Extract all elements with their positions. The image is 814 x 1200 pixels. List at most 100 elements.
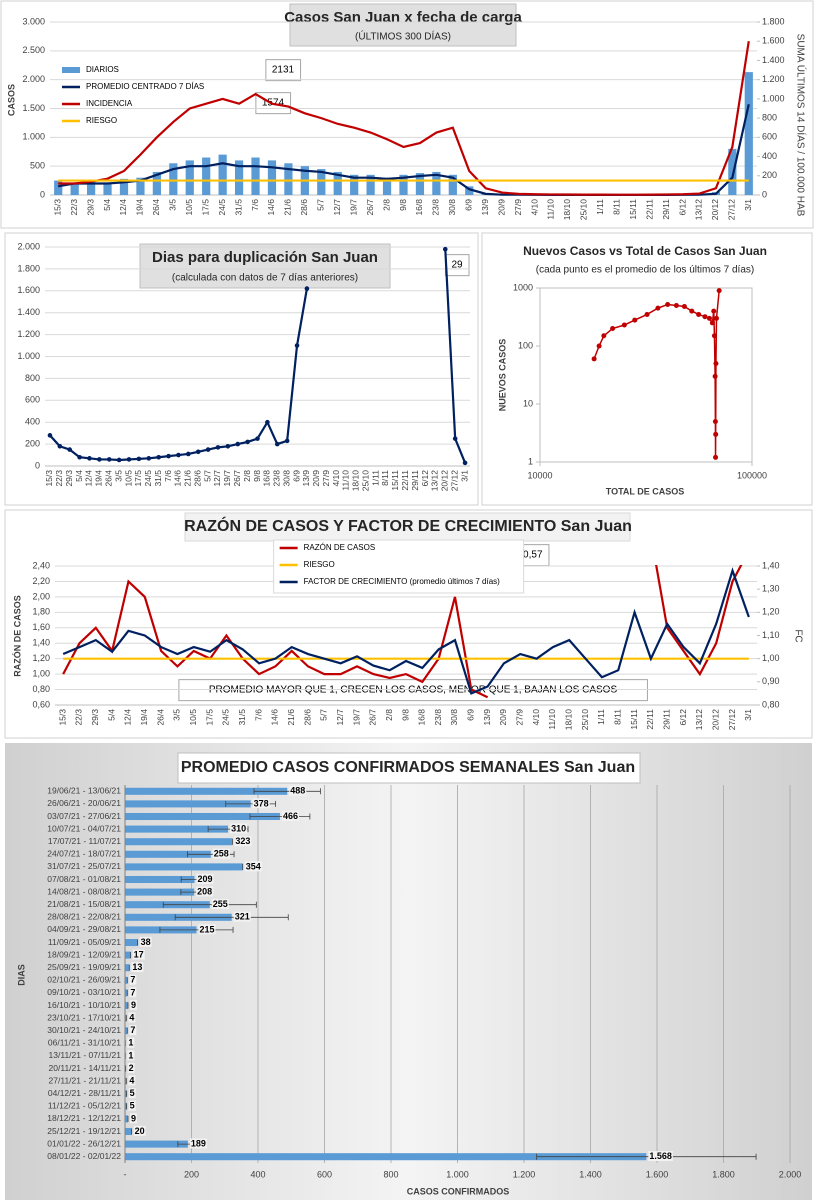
point xyxy=(215,445,221,450)
y2-axis-label: FC xyxy=(792,629,803,642)
y2-tick-label: 1,10 xyxy=(762,630,780,640)
y-tick-label: 100 xyxy=(518,340,533,350)
y-tick-label: 17/07/21 - 11/07/21 xyxy=(48,836,121,846)
bar xyxy=(728,148,737,195)
point xyxy=(97,457,102,462)
point xyxy=(166,453,171,459)
point xyxy=(462,460,468,466)
legend-label: RAZÓN DE CASOS xyxy=(304,543,376,552)
error-bar xyxy=(536,1153,757,1160)
chart: Dias para duplicación San Juan (calculada… xyxy=(17,241,470,491)
y-tick-label: 2.000 xyxy=(22,74,45,84)
y-tick-label: 07/08/21 - 01/08/21 xyxy=(47,874,121,884)
data-label-bg xyxy=(198,924,216,935)
x-tick-label: 18/10 xyxy=(564,709,574,731)
bar xyxy=(284,163,293,195)
x-tick-label: 13/12 xyxy=(694,199,704,221)
data-label-bg xyxy=(244,861,262,872)
error-bar xyxy=(249,813,311,820)
x-tick-label: 1/11 xyxy=(370,470,380,486)
y-axis-label: NUEVOS CASOS xyxy=(497,339,507,412)
x-tick-label: 28/6 xyxy=(299,199,309,216)
legend-box xyxy=(273,539,525,594)
bar xyxy=(125,1127,132,1136)
y-tick-label: 11/09/21 - 05/09/21 xyxy=(48,937,121,947)
y-tick-label: 1.000 xyxy=(17,351,40,361)
x-tick-label: 12/7 xyxy=(335,709,345,726)
y2-tick-label: 1,30 xyxy=(762,584,780,594)
point xyxy=(67,447,73,452)
data-label-bg xyxy=(127,1037,135,1048)
x-tick-label: 26/7 xyxy=(368,709,378,726)
x-tick-label: 22/3 xyxy=(54,470,64,487)
point xyxy=(713,360,719,366)
x-tick-label: 27/12 xyxy=(449,470,459,492)
x-tick-label: 3/1 xyxy=(459,470,469,482)
x-tick-label: 12/7 xyxy=(212,470,222,487)
data-label-bg xyxy=(233,911,251,922)
bar xyxy=(125,825,229,833)
data-label: 378 xyxy=(254,798,269,808)
x-tick-label: 14/6 xyxy=(173,470,183,487)
x-tick-label: 6/12 xyxy=(678,709,688,726)
y2-tick-label: 200 xyxy=(762,170,777,180)
data-label: 9 xyxy=(131,1000,136,1010)
x-tick-label: 12/4 xyxy=(84,470,94,487)
x-tick-label: 27/12 xyxy=(727,199,737,221)
data-label-bg xyxy=(129,1025,137,1036)
data-label-bg xyxy=(252,798,270,809)
x-tick-label: 19/7 xyxy=(348,199,358,216)
x-tick-label: 11/10 xyxy=(341,470,351,491)
bar xyxy=(136,177,145,195)
x-tick-label: 13/12 xyxy=(430,470,440,492)
y-axis-label: RAZÓN DE CASOS xyxy=(11,595,22,677)
data-label-bg xyxy=(127,1062,135,1073)
x-tick-label: 20/12 xyxy=(710,199,720,221)
y2-tick-label: 1,20 xyxy=(762,607,780,617)
x-tick-label: 29/3 xyxy=(90,709,100,726)
x-tick-label: 1/11 xyxy=(596,709,606,725)
point xyxy=(711,333,717,339)
data-label: 4 xyxy=(129,1012,134,1022)
annotation-box xyxy=(265,59,302,82)
point xyxy=(601,333,607,339)
error-bar xyxy=(162,901,257,908)
data-label-bg xyxy=(129,1113,138,1124)
x-tick-label: 5/7 xyxy=(202,470,212,482)
y-tick-label: 01/01/22 - 26/12/21 xyxy=(47,1138,121,1148)
data-label: 9 xyxy=(131,1113,136,1123)
bar xyxy=(382,177,392,195)
point xyxy=(47,433,53,438)
x-tick-label: 19/4 xyxy=(94,470,104,487)
annotation: PROMEDIO MAYOR QUE 1, CRECEN LOS CASOS, … xyxy=(209,685,618,696)
bar xyxy=(218,154,227,195)
annotation: 2131 xyxy=(272,65,295,76)
y-tick-label: 1,80 xyxy=(32,607,50,617)
x-tick-label: 15/11 xyxy=(390,470,400,491)
y-tick-label: 16/10/21 - 10/10/21 xyxy=(47,1000,121,1010)
x-tick-label: 15/3 xyxy=(44,470,54,487)
y-tick-label: 1,60 xyxy=(32,622,50,632)
x-tick-label: 16/8 xyxy=(414,199,424,216)
x-tick-label: 27/12 xyxy=(727,709,737,731)
y2-tick-label: 400 xyxy=(762,151,777,161)
y-tick-label: 04/09/21 - 29/08/21 xyxy=(47,924,121,934)
x-tick-label: 28/6 xyxy=(192,470,202,487)
x-tick-label: 9/8 xyxy=(398,199,408,211)
bar xyxy=(744,72,753,195)
y-tick-label: 1,00 xyxy=(32,668,50,678)
y-tick-label: 26/06/21 - 20/06/21 xyxy=(47,798,121,808)
bar xyxy=(86,180,96,195)
y-tick-label: 13/11/21 - 07/11/21 xyxy=(49,1050,122,1060)
x-tick-label: 5/7 xyxy=(316,199,326,211)
x-tick-label: 16/8 xyxy=(417,709,427,726)
point xyxy=(712,418,718,424)
x-tick-label: 31/5 xyxy=(237,709,247,726)
x-tick-label: 25/10 xyxy=(360,470,370,492)
bar xyxy=(366,174,375,195)
point xyxy=(442,246,448,252)
y-tick-label: 27/11/21 - 21/11/21 xyxy=(49,1075,122,1085)
bar xyxy=(415,173,425,195)
x-tick-label: 6/12 xyxy=(677,199,687,216)
y2-tick-label: 1.800 xyxy=(762,16,785,26)
